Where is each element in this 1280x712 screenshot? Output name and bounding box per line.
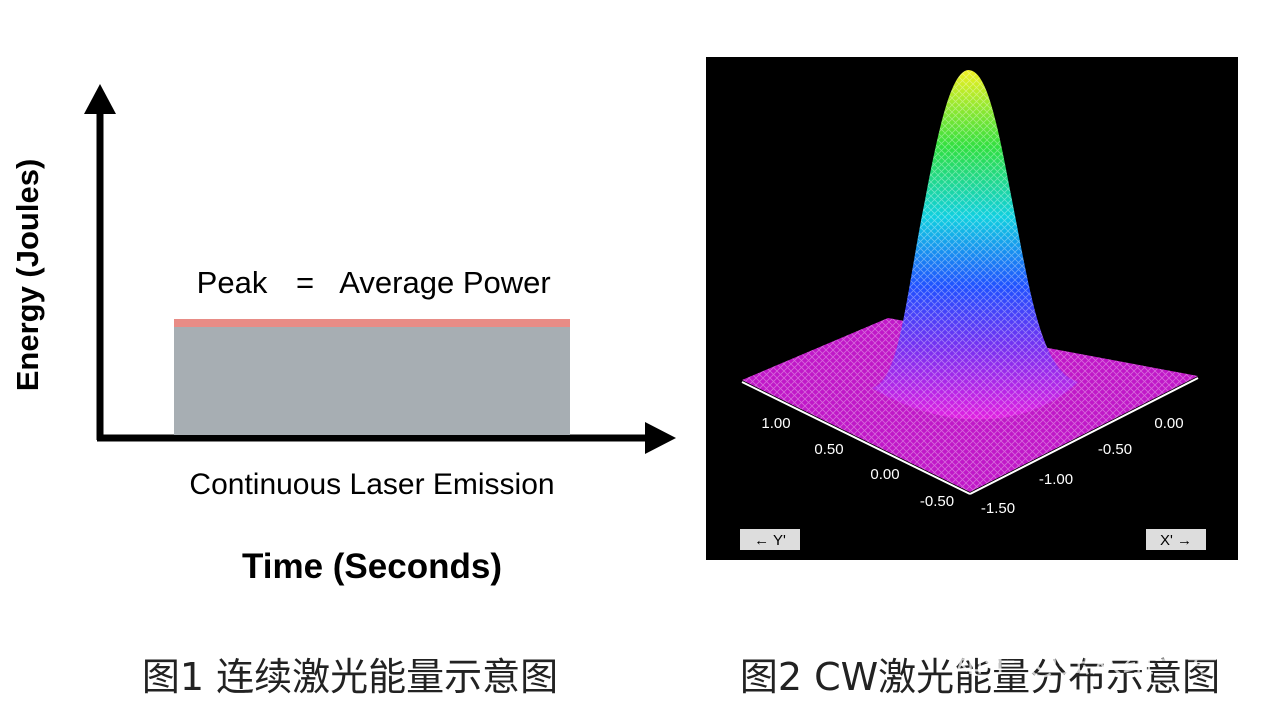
left-tick: 0.00 — [870, 466, 899, 483]
y-tag-box — [740, 529, 800, 550]
peak-label: Peak — [197, 265, 268, 300]
left-tick: -0.50 — [920, 493, 954, 510]
equals: = — [296, 265, 314, 300]
emission-label: Continuous Laser Emission — [189, 468, 554, 501]
power-block — [174, 327, 570, 435]
caption: 图2 CW激光能量分布示意图 — [740, 655, 1220, 699]
left-edge — [741, 381, 971, 495]
right-tick: -1.50 — [981, 500, 1015, 517]
right-edge — [969, 377, 1199, 495]
figure-1: Energy (Joules) Peak = Average Power Con… — [10, 84, 676, 699]
x-tag-box — [1146, 529, 1206, 550]
caption: 图1 连续激光能量示意图 — [142, 655, 558, 699]
right-tick: -0.50 — [1098, 441, 1132, 458]
peak-mesh — [872, 70, 1078, 420]
peak-band — [174, 319, 570, 327]
x-arrow — [645, 422, 676, 454]
y-axis-label: Energy (Joules) — [10, 159, 45, 392]
y-arrow — [84, 84, 116, 114]
left-tick: 0.50 — [814, 441, 843, 458]
x-axis-tag: X' → — [1160, 532, 1192, 549]
average-label: Average Power — [339, 265, 550, 300]
y-axis-tag: ← Y' — [754, 532, 786, 549]
figure-2: 1.00 0.50 0.00 -0.50 0.00 -0.50 -1.00 -1… — [706, 57, 1238, 699]
right-tick: -1.00 — [1039, 471, 1073, 488]
watermark: 知乎 @独众组一号 — [952, 642, 1218, 680]
right-tick: 0.00 — [1154, 415, 1183, 432]
x-axis-label: Time (Seconds) — [242, 547, 502, 586]
left-tick: 1.00 — [761, 415, 790, 432]
